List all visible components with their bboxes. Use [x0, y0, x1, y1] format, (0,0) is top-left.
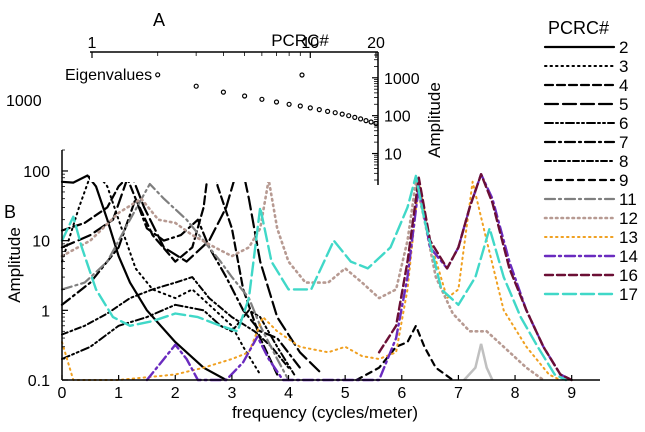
legend-label-pcrc-17: 17: [619, 285, 638, 304]
legend-label-pcrc-7: 7: [619, 133, 628, 152]
main-x-tick-label: 2: [171, 385, 180, 402]
inset-y-ticks: 10 100 1000: [372, 54, 420, 181]
main-x-tick-label: 4: [284, 385, 293, 402]
main-y-axis-label: Amplitude: [5, 227, 24, 303]
inset-y-axis-label: Amplitude: [425, 82, 444, 158]
gray-spike-line: [463, 343, 494, 381]
legend-label-pcrc-9: 9: [619, 171, 628, 190]
eigenvalue-point: [297, 103, 303, 109]
legend-label-pcrc-16: 16: [619, 266, 638, 285]
panel-label-b: B: [4, 202, 16, 222]
series-line-pcrc-2: [60, 174, 228, 382]
inset-legend-marker: [299, 72, 305, 78]
legend-label-pcrc-14: 14: [619, 247, 638, 266]
main-x-tick-label: 3: [227, 385, 236, 402]
legend-label-pcrc-3: 3: [619, 57, 628, 76]
eigenvalue-point: [368, 119, 374, 125]
inset-y-tick-label: 1000: [384, 71, 420, 88]
panel-label-a: A: [153, 10, 165, 30]
main-x-tick-label: 0: [58, 385, 67, 402]
inset-title: Eigenvalues: [65, 67, 152, 84]
eigenvalue-point: [358, 116, 364, 122]
eigenvalue-point: [220, 89, 226, 95]
main-y-tick-label: 1: [41, 303, 50, 320]
main-x-tick-label: 7: [454, 385, 463, 402]
series-line-pcrc-9: [355, 324, 454, 382]
legend-label-pcrc-4: 4: [619, 76, 628, 95]
eigenvalue-point: [352, 114, 358, 121]
legend-label-pcrc-2: 2: [619, 38, 628, 57]
eigenvalue-point: [307, 105, 313, 111]
inset-x-axis-label: PCRC#: [271, 31, 329, 50]
inset-plot: 1 10 20 10 100 1000 PCRC# Eigenvalues Amplit…: [6, 10, 444, 185]
series-line-pcrc-13: [61, 180, 562, 381]
main-plot: 0 1 2 3 4 5 6 7 8 9 0.1 1 10 100 frequency (cycles/m…: [4, 149, 600, 422]
main-x-axis-label: frequency (cycles/meter): [232, 403, 418, 422]
inset-x-tick-label: 10: [301, 35, 319, 52]
eigenvalue-point: [373, 120, 379, 127]
eigenvalue-point: [332, 110, 338, 116]
eigenvalue-point: [325, 108, 331, 115]
eigenvalue-point: [273, 99, 280, 105]
legend-label-pcrc-13: 13: [619, 228, 638, 247]
series-line-pcrc-8: [61, 276, 290, 369]
legend-label-pcrc-8: 8: [619, 152, 628, 171]
inset-x-tick-label: 20: [367, 35, 385, 52]
inset-left-y-tick-label: 1000: [6, 93, 42, 110]
eigenvalue-point: [316, 106, 322, 113]
inset-points: [155, 72, 379, 127]
main-y-tick-label: 100: [23, 164, 50, 181]
main-x-tick-label: 6: [397, 385, 406, 402]
eigenvalue-point: [339, 111, 345, 117]
series-line-pcrc-11: [60, 182, 290, 382]
eigenvalue-point: [155, 72, 161, 78]
main-y-tick-label: 10: [32, 234, 50, 251]
eigenvalue-point: [259, 96, 265, 102]
series-line-pcrc-7: [60, 197, 301, 369]
series-line-pcrc-17: [60, 174, 568, 382]
series-line-pcrc-3: [61, 167, 262, 376]
inset-x-ticks: 1 10 20: [88, 35, 385, 58]
inset-x-tick-label: 1: [88, 35, 97, 52]
series-line-pcrc-12: [60, 178, 545, 382]
eigenvalue-point: [193, 83, 199, 89]
legend-label-pcrc-5: 5: [619, 95, 628, 114]
legend-title: PCRC#: [548, 18, 609, 38]
main-x-tick-label: 8: [511, 385, 520, 402]
main-x-tick-label: 5: [341, 385, 350, 402]
inset-background: [90, 52, 378, 182]
inset-y-tick-label: 10: [384, 147, 402, 164]
main-x-tick-label: 9: [567, 385, 576, 402]
legend-label-pcrc-12: 12: [619, 209, 638, 228]
main-series-lines: [60, 152, 573, 382]
legend-label-pcrc-11: 11: [619, 190, 637, 209]
series-line-pcrc-4: [60, 152, 279, 376]
series-line-pcrc-16: [377, 172, 573, 382]
series-line-pcrc-5: [60, 157, 324, 376]
main-x-tick-label: 1: [114, 385, 123, 402]
main-y-ticks: 0.1 1 10 100: [23, 149, 68, 390]
main-x-ticks: 0 1 2 3 4 5 6 7 8 9: [58, 375, 576, 402]
eigenvalue-point: [286, 101, 292, 107]
main-y-tick-label: 0.1: [28, 373, 50, 390]
legend-label-pcrc-6: 6: [619, 114, 628, 133]
series-line-pcrc-6: [61, 303, 296, 376]
eigenvalue-point: [363, 117, 369, 124]
eigenvalue-point: [346, 113, 352, 119]
inset-y-tick-label: 100: [384, 109, 411, 126]
eigenvalue-point: [242, 93, 248, 99]
